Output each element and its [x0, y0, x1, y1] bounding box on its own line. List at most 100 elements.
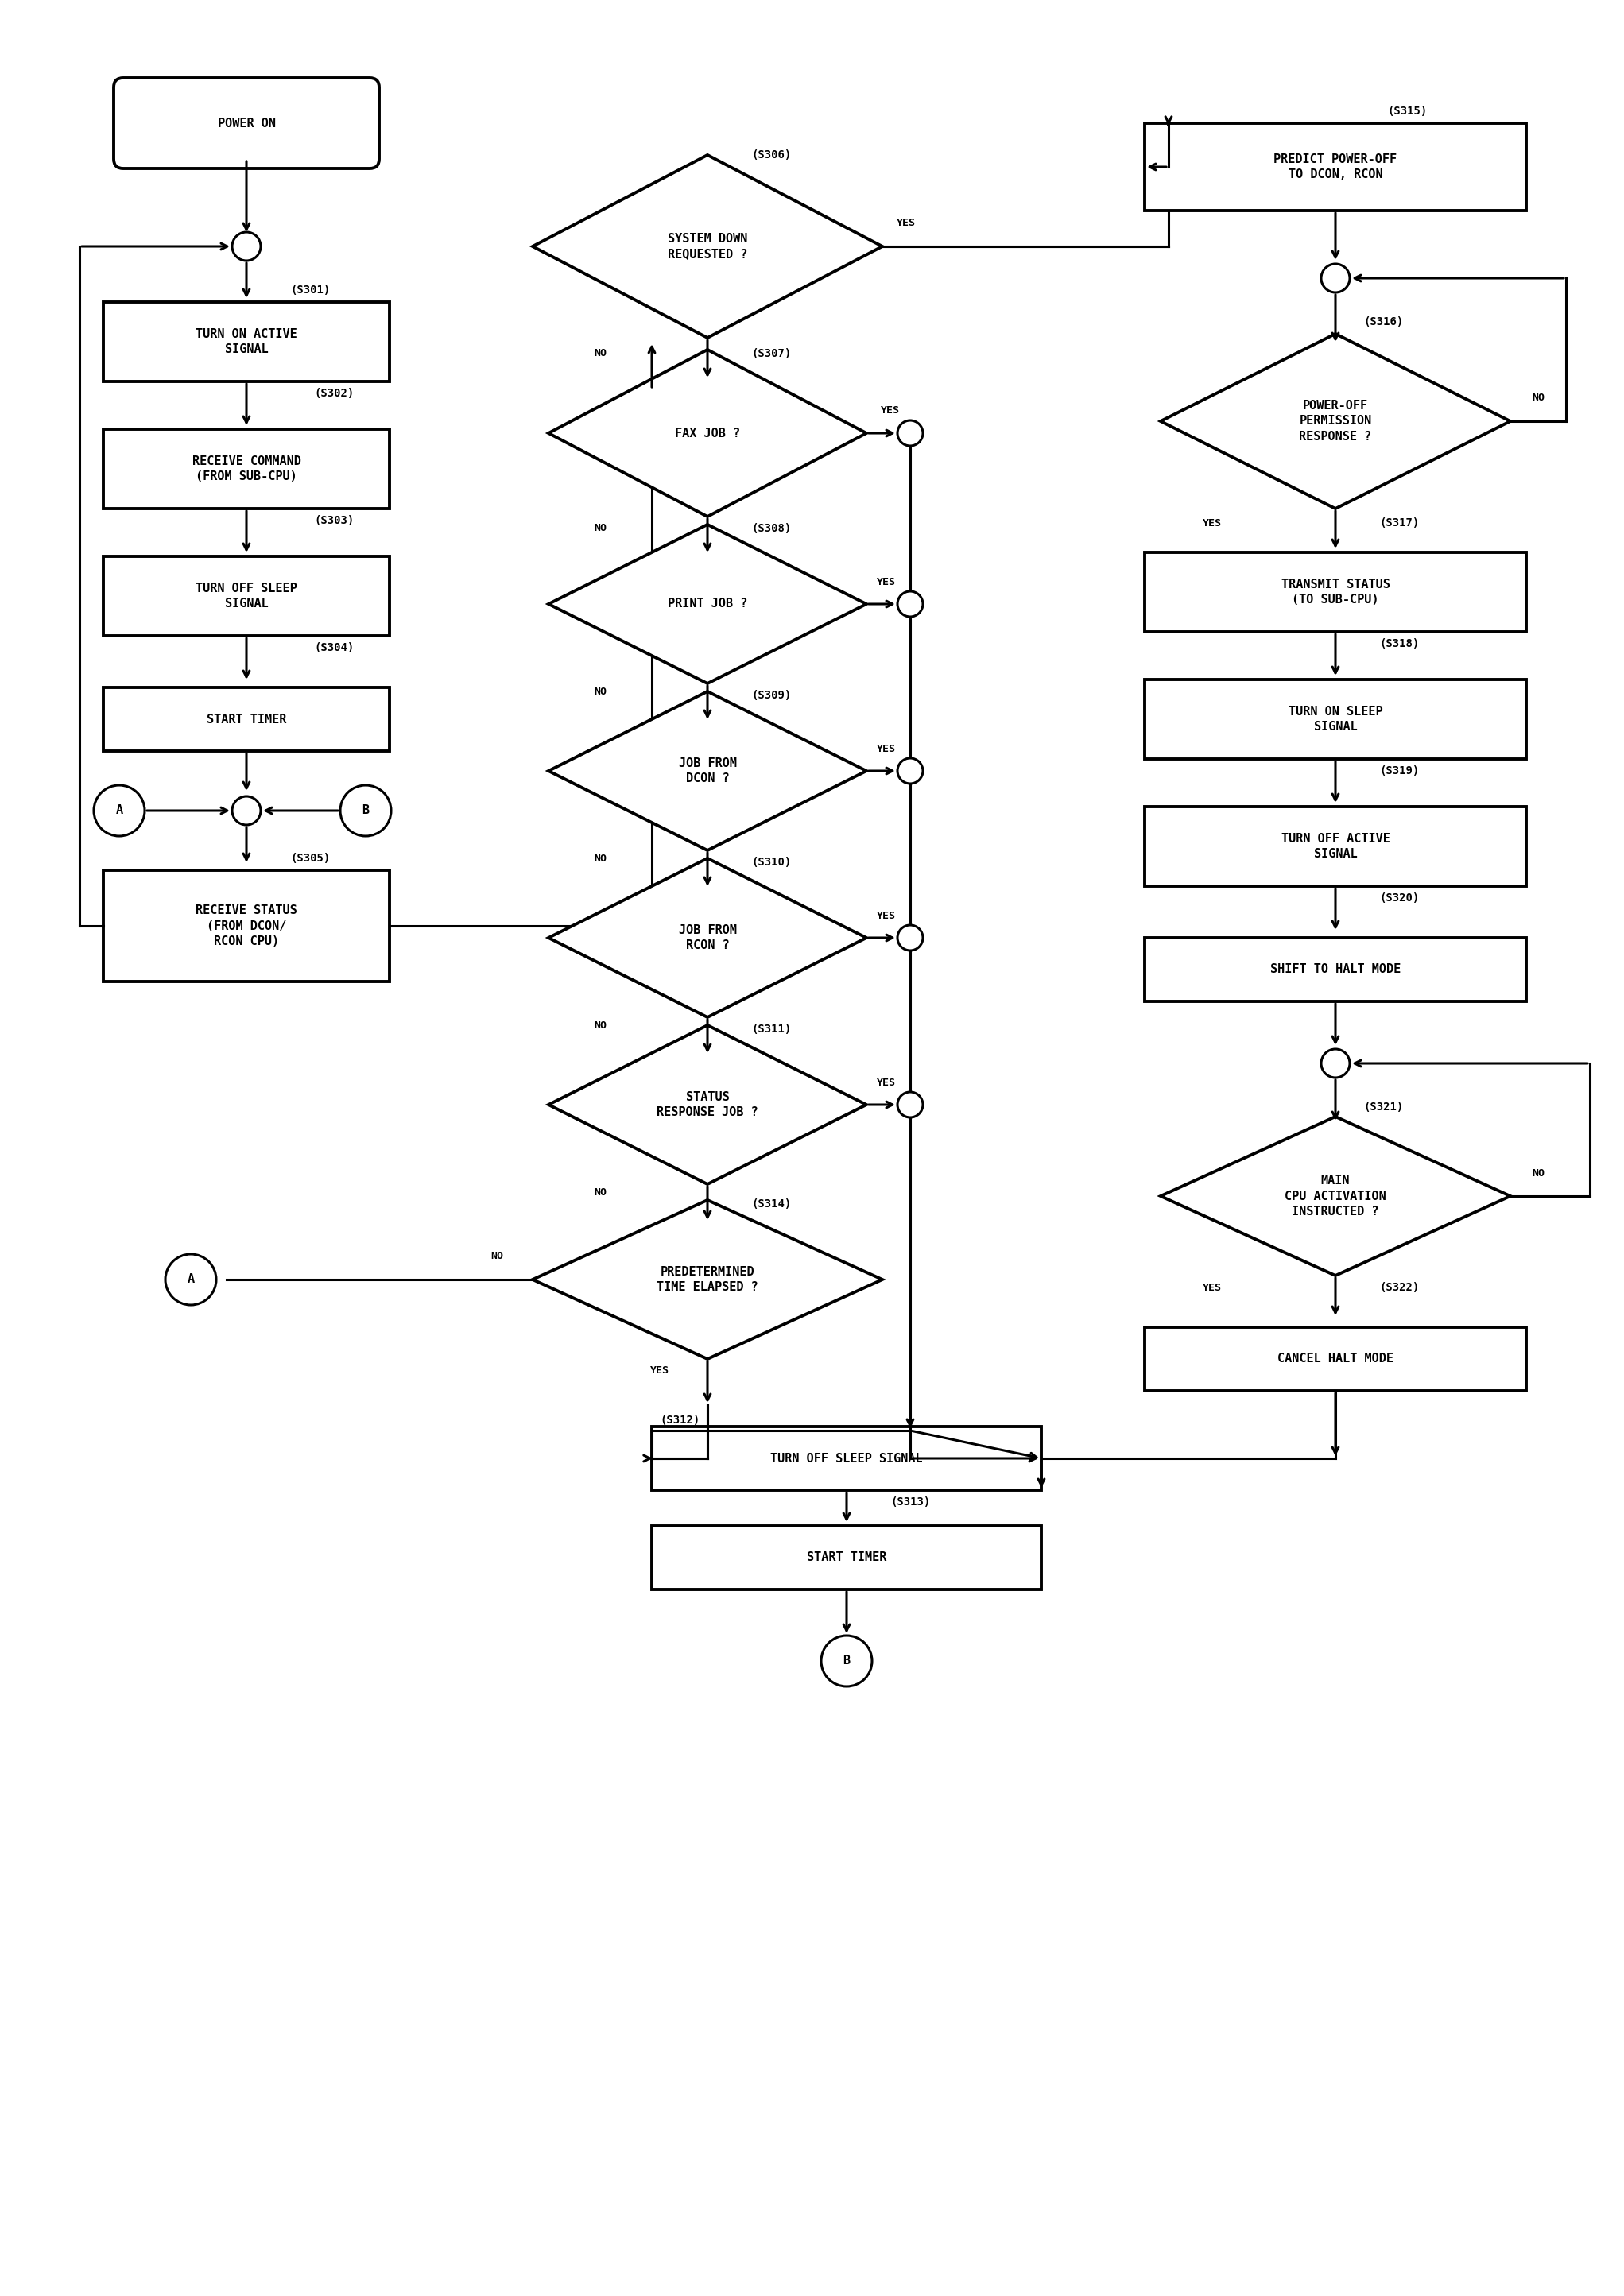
Text: (S320): (S320) — [1379, 893, 1419, 905]
Text: NO: NO — [594, 1019, 606, 1031]
Circle shape — [898, 925, 922, 951]
Polygon shape — [533, 1201, 882, 1359]
Text: TURN OFF ACTIVE
SIGNAL: TURN OFF ACTIVE SIGNAL — [1281, 833, 1390, 861]
Circle shape — [898, 592, 922, 618]
Circle shape — [898, 1093, 922, 1118]
Text: (S309): (S309) — [752, 689, 791, 700]
Text: SYSTEM DOWN
REQUESTED ?: SYSTEM DOWN REQUESTED ? — [667, 232, 747, 259]
Polygon shape — [549, 349, 867, 517]
Text: NO: NO — [594, 1187, 606, 1196]
Polygon shape — [1161, 1116, 1510, 1277]
Circle shape — [232, 232, 261, 262]
Text: (S308): (S308) — [752, 523, 791, 535]
Text: A: A — [115, 804, 123, 817]
Text: PREDETERMINED
TIME ELAPSED ?: PREDETERMINED TIME ELAPSED ? — [656, 1265, 758, 1293]
Polygon shape — [549, 523, 867, 684]
FancyBboxPatch shape — [114, 78, 378, 168]
Text: (S316): (S316) — [1363, 317, 1403, 328]
Text: (S310): (S310) — [752, 856, 791, 868]
Text: STATUS
RESPONSE JOB ?: STATUS RESPONSE JOB ? — [656, 1091, 758, 1118]
Text: B: B — [362, 804, 369, 817]
Bar — [651, 1527, 1041, 1589]
Text: NO: NO — [594, 349, 606, 358]
Polygon shape — [1161, 333, 1510, 510]
Bar — [1145, 1327, 1527, 1391]
Text: TURN ON ACTIVE
SIGNAL: TURN ON ACTIVE SIGNAL — [195, 328, 297, 356]
Text: POWER-OFF
PERMISSION
RESPONSE ?: POWER-OFF PERMISSION RESPONSE ? — [1299, 400, 1372, 443]
Text: (S314): (S314) — [752, 1199, 791, 1210]
Text: (S303): (S303) — [313, 514, 354, 526]
Text: (S321): (S321) — [1363, 1102, 1403, 1114]
Text: TRANSMIT STATUS
(TO SUB-CPU): TRANSMIT STATUS (TO SUB-CPU) — [1281, 579, 1390, 606]
Bar — [104, 303, 390, 381]
Text: YES: YES — [896, 218, 916, 227]
Text: (S305): (S305) — [291, 852, 330, 863]
Circle shape — [1322, 1049, 1350, 1077]
Polygon shape — [533, 154, 882, 338]
Text: PRINT JOB ?: PRINT JOB ? — [667, 597, 747, 611]
Text: JOB FROM
RCON ?: JOB FROM RCON ? — [679, 923, 736, 951]
Text: START TIMER: START TIMER — [206, 714, 286, 726]
Text: (S315): (S315) — [1387, 106, 1427, 117]
Text: NO: NO — [1531, 393, 1544, 402]
Bar — [1145, 937, 1527, 1001]
Text: START TIMER: START TIMER — [807, 1552, 887, 1564]
Text: RECEIVE COMMAND
(FROM SUB-CPU): RECEIVE COMMAND (FROM SUB-CPU) — [192, 455, 300, 482]
Bar — [104, 870, 390, 980]
Text: FAX JOB ?: FAX JOB ? — [676, 427, 741, 439]
Bar — [104, 687, 390, 751]
Text: (S302): (S302) — [313, 388, 354, 400]
Text: (S312): (S312) — [659, 1414, 700, 1426]
Text: (S313): (S313) — [890, 1497, 931, 1508]
Circle shape — [898, 758, 922, 783]
Text: TURN OFF SLEEP SIGNAL: TURN OFF SLEEP SIGNAL — [770, 1453, 922, 1465]
Text: (S307): (S307) — [752, 349, 791, 358]
Text: MAIN
CPU ACTIVATION
INSTRUCTED ?: MAIN CPU ACTIVATION INSTRUCTED ? — [1285, 1173, 1387, 1217]
Text: NO: NO — [594, 523, 606, 533]
Circle shape — [166, 1254, 216, 1304]
Text: NO: NO — [594, 854, 606, 863]
Text: PREDICT POWER-OFF
TO DCON, RCON: PREDICT POWER-OFF TO DCON, RCON — [1273, 154, 1397, 181]
Text: B: B — [843, 1655, 851, 1667]
Text: NO: NO — [594, 687, 606, 696]
Text: YES: YES — [880, 406, 900, 416]
Text: (S317): (S317) — [1379, 517, 1419, 528]
Text: SHIFT TO HALT MODE: SHIFT TO HALT MODE — [1270, 964, 1402, 976]
Text: YES: YES — [1203, 1281, 1221, 1293]
Text: (S311): (S311) — [752, 1024, 791, 1035]
Text: YES: YES — [1203, 519, 1221, 528]
Text: RECEIVE STATUS
(FROM DCON/
RCON CPU): RECEIVE STATUS (FROM DCON/ RCON CPU) — [195, 905, 297, 948]
Text: (S322): (S322) — [1379, 1281, 1419, 1293]
Polygon shape — [549, 1026, 867, 1185]
Circle shape — [232, 797, 261, 824]
Circle shape — [822, 1635, 872, 1688]
Circle shape — [339, 785, 391, 836]
Text: (S306): (S306) — [752, 149, 791, 161]
Text: YES: YES — [650, 1366, 669, 1375]
Text: NO: NO — [490, 1251, 503, 1261]
Bar — [1145, 680, 1527, 760]
Bar — [1145, 553, 1527, 631]
Text: (S301): (S301) — [291, 285, 330, 296]
Text: YES: YES — [877, 576, 896, 588]
Text: TURN OFF SLEEP
SIGNAL: TURN OFF SLEEP SIGNAL — [195, 583, 297, 611]
Polygon shape — [549, 859, 867, 1017]
Text: POWER ON: POWER ON — [218, 117, 276, 129]
Text: YES: YES — [877, 744, 896, 753]
Bar — [1145, 806, 1527, 886]
Text: (S318): (S318) — [1379, 638, 1419, 650]
Bar — [104, 556, 390, 636]
Text: TURN ON SLEEP
SIGNAL: TURN ON SLEEP SIGNAL — [1288, 705, 1382, 732]
Text: (S319): (S319) — [1379, 765, 1419, 776]
Bar — [1145, 124, 1527, 211]
Text: NO: NO — [1531, 1169, 1544, 1178]
Text: A: A — [187, 1274, 195, 1286]
Text: (S304): (S304) — [313, 643, 354, 654]
Circle shape — [1322, 264, 1350, 292]
Text: JOB FROM
DCON ?: JOB FROM DCON ? — [679, 758, 736, 785]
Text: CANCEL HALT MODE: CANCEL HALT MODE — [1278, 1352, 1393, 1364]
Circle shape — [898, 420, 922, 445]
Text: YES: YES — [877, 912, 896, 921]
Polygon shape — [549, 691, 867, 850]
Text: YES: YES — [877, 1077, 896, 1088]
